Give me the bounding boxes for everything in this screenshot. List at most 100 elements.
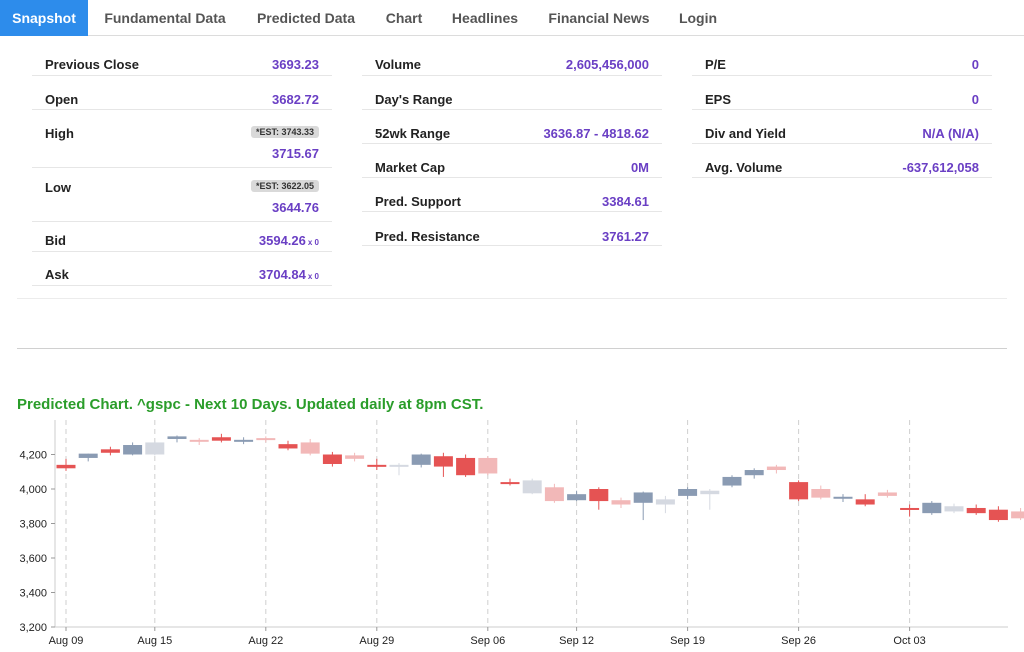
tab-login[interactable]: Login: [678, 10, 718, 26]
label-low: Low: [45, 180, 71, 195]
value-low: 3644.76: [272, 200, 319, 215]
candle-body: [234, 439, 254, 442]
label-volume: Volume: [375, 57, 421, 72]
bid-price: 3594.26: [258, 233, 306, 248]
candle-body: [167, 436, 187, 439]
candle-body: [722, 476, 742, 486]
label-avg-volume: Avg. Volume: [705, 160, 783, 175]
row-bid: Bid 3594.26 x 0: [32, 224, 332, 252]
candle-body: [345, 455, 365, 459]
candle-body: [123, 445, 143, 455]
value-div-yield: N/A (N/A): [922, 126, 979, 141]
candle-body: [367, 464, 387, 467]
candle-body: [256, 438, 276, 441]
ask-price: 3704.84: [258, 267, 306, 282]
candle-body: [56, 464, 76, 469]
section-divider: [17, 298, 1007, 299]
y-tick-label: 3,800: [19, 519, 47, 531]
candle-body: [855, 499, 875, 505]
candle-body: [100, 449, 120, 453]
ask-size: x 0: [307, 272, 319, 281]
row-eps: EPS 0: [692, 82, 992, 110]
label-previous-close: Previous Close: [45, 57, 139, 72]
row-pred-support: Pred. Support 3384.61: [362, 184, 662, 212]
value-market-cap: 0M: [630, 160, 649, 175]
row-52wk-range: 52wk Range 3636.87 - 4818.62: [362, 116, 662, 144]
candle-body: [966, 507, 986, 514]
label-open: Open: [45, 92, 79, 107]
candle-body: [833, 496, 853, 499]
candle-body: [944, 506, 964, 512]
candle-body: [633, 492, 653, 503]
candle-body: [78, 453, 98, 458]
candle-body: [567, 494, 587, 501]
y-tick-label: 4,200: [19, 450, 47, 462]
candle-body: [988, 509, 1008, 521]
candle-body: [789, 482, 809, 500]
row-market-cap: Market Cap 0M: [362, 150, 662, 178]
candle-body: [456, 457, 476, 476]
tab-fundamental-data[interactable]: Fundamental Data: [104, 10, 226, 26]
low-estimate-badge: *EST: 3622.05: [250, 180, 319, 192]
chart-title: Predicted Chart. ^gspc - Next 10 Days. U…: [17, 396, 484, 413]
x-tick-label: Sep 12: [559, 635, 594, 647]
label-pred-support: Pred. Support: [375, 194, 461, 209]
candle-body: [411, 454, 431, 465]
candle-body: [811, 489, 831, 498]
label-high: High: [45, 126, 74, 141]
candle-body: [900, 507, 920, 510]
candle-body: [189, 439, 209, 442]
candle-body: [744, 470, 764, 476]
row-avg-volume: Avg. Volume -637,612,058: [692, 150, 992, 178]
tab-predicted-data[interactable]: Predicted Data: [256, 10, 356, 26]
candle-body: [678, 489, 698, 496]
candle-body: [211, 437, 231, 441]
candle-body: [478, 457, 498, 474]
x-tick-label: Aug 29: [359, 635, 394, 647]
value-ask: 3704.84 x 0: [259, 267, 319, 282]
candle-body: [145, 442, 165, 455]
candle-body: [544, 487, 564, 502]
label-bid: Bid: [45, 233, 66, 248]
candle-body: [655, 499, 675, 505]
value-pe: 0: [971, 57, 979, 72]
label-days-range: Day's Range: [375, 92, 453, 107]
x-tick-label: Aug 09: [49, 635, 84, 647]
row-high: High *EST: 3743.33 3715.67: [32, 116, 332, 168]
label-ask: Ask: [45, 267, 69, 282]
candle-body: [922, 502, 942, 514]
tab-headlines[interactable]: Headlines: [451, 10, 519, 26]
label-pe: P/E: [705, 57, 726, 72]
label-div-yield: Div and Yield: [705, 126, 786, 141]
x-tick-label: Sep 26: [781, 635, 816, 647]
y-tick-label: 3,200: [19, 622, 47, 634]
y-tick-label: 4,000: [19, 484, 47, 496]
x-tick-label: Oct 03: [893, 635, 925, 647]
tab-financial-news[interactable]: Financial News: [548, 10, 650, 26]
label-eps: EPS: [705, 92, 732, 107]
value-previous-close: 3693.23: [272, 57, 319, 72]
bid-size: x 0: [307, 238, 319, 247]
row-ask: Ask 3704.84 x 0: [32, 258, 332, 286]
y-tick-label: 3,600: [19, 553, 47, 565]
x-tick-label: Sep 06: [470, 635, 505, 647]
row-div-yield: Div and Yield N/A (N/A): [692, 116, 992, 144]
candle-body: [766, 466, 786, 471]
value-avg-volume: -637,612,058: [902, 160, 979, 175]
candle-body: [278, 444, 298, 449]
row-previous-close: Previous Close 3693.23: [32, 48, 332, 76]
value-pred-resistance: 3761.27: [602, 229, 649, 244]
y-tick-label: 3,400: [19, 588, 47, 600]
value-pred-support: 3384.61: [602, 194, 649, 209]
label-52wk-range: 52wk Range: [375, 126, 451, 141]
value-bid: 3594.26 x 0: [259, 233, 319, 248]
x-tick-label: Aug 22: [248, 635, 283, 647]
label-market-cap: Market Cap: [375, 160, 446, 175]
candle-body: [522, 480, 542, 494]
tab-chart[interactable]: Chart: [385, 10, 423, 26]
tab-snapshot[interactable]: Snapshot: [0, 0, 88, 36]
candle-body: [589, 489, 609, 502]
row-days-range: Day's Range: [362, 82, 662, 110]
x-tick-label: Aug 15: [137, 635, 172, 647]
